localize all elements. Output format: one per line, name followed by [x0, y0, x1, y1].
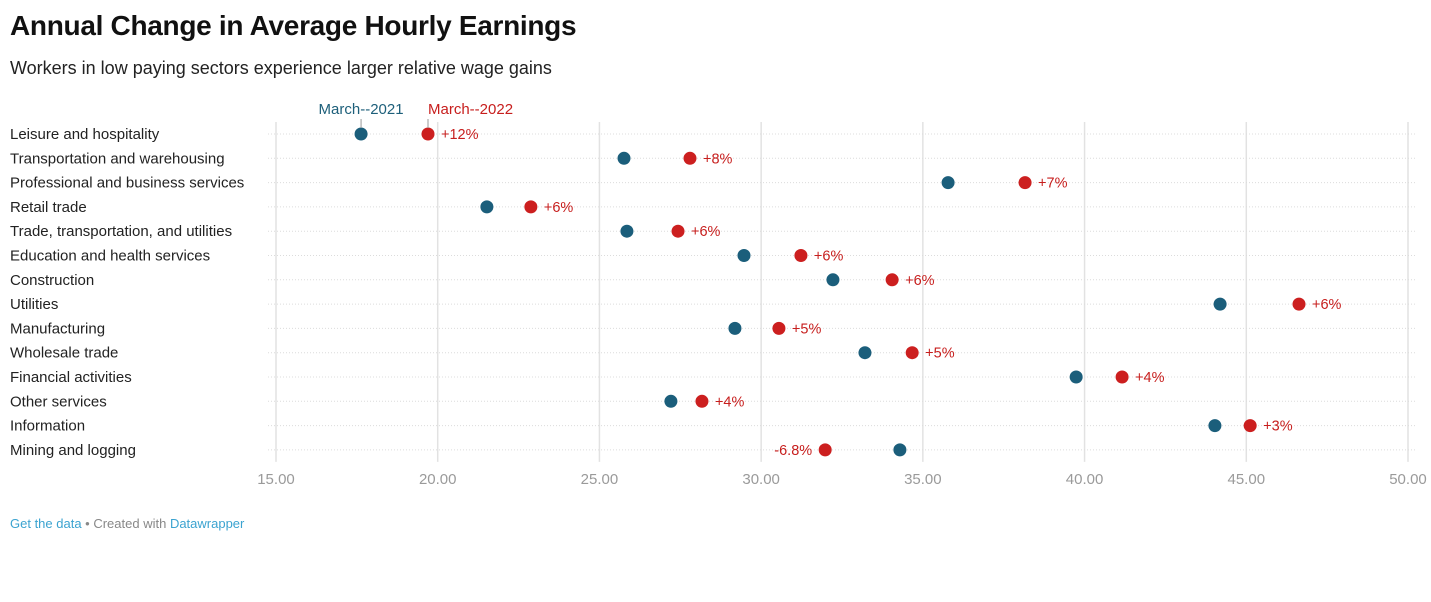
dot-2022 [1115, 370, 1129, 384]
row-label: Trade, transportation, and utilities [10, 223, 232, 240]
data-row: Leisure and hospitality +12% [10, 126, 1416, 143]
footer-separator: • Created with [81, 516, 170, 531]
dot-2021 [941, 176, 955, 190]
data-row: Financial activities +4% [10, 369, 1416, 386]
dot-2021 [617, 151, 631, 165]
dot-2021 [354, 127, 368, 141]
legend-label-2022: March--2022 [428, 101, 513, 118]
data-row: Transportation and warehousing +8% [10, 150, 1416, 167]
dot-2021 [480, 200, 494, 214]
data-row: Education and health services +6% [10, 248, 1416, 265]
row-label: Retail trade [10, 199, 87, 216]
dot-2022 [524, 200, 538, 214]
datawrapper-link[interactable]: Datawrapper [169, 516, 245, 531]
dot-2021 [826, 273, 840, 287]
change-label: +4% [715, 394, 745, 410]
dot-2021 [1213, 297, 1227, 311]
data-row: Wholesale trade +5% [10, 345, 1416, 362]
row-label: Professional and business services [10, 175, 244, 192]
data-row: Other services +4% [10, 393, 1416, 410]
dot-2022 [683, 151, 697, 165]
change-label: +5% [792, 321, 822, 337]
data-row: Retail trade +6% [10, 199, 1416, 216]
x-tick-label: 15.00 [257, 471, 295, 488]
row-label: Manufacturing [10, 320, 105, 337]
legend: March--2021 March--2022 [319, 101, 513, 128]
dot-range-chart: Leisure and hospitality +12% Transportatio… [10, 101, 1427, 488]
change-label: +5% [925, 346, 955, 362]
row-label: Utilities [10, 296, 58, 313]
dot-2022 [905, 346, 919, 360]
x-tick-label: 20.00 [419, 471, 457, 488]
change-label: +6% [814, 249, 844, 265]
dot-2022 [1292, 297, 1306, 311]
dot-2022 [818, 443, 832, 457]
row-label: Leisure and hospitality [10, 126, 160, 143]
data-row: Mining and logging -6.8% [10, 442, 1416, 459]
dot-2022 [421, 127, 435, 141]
dot-2022 [695, 394, 709, 408]
chart-subtitle: Workers in low paying sectors experience… [10, 58, 552, 78]
change-label: +6% [691, 224, 721, 240]
dot-2021 [893, 443, 907, 457]
footer: Get the data • Created with Datawrapper [10, 516, 244, 531]
row-label: Information [10, 418, 85, 435]
dot-2021 [728, 321, 742, 335]
x-tick-label: 25.00 [581, 471, 619, 488]
change-label: +6% [1312, 297, 1342, 313]
row-label: Mining and logging [10, 442, 136, 459]
rows-layer: Leisure and hospitality +12% Transportatio… [10, 126, 1416, 459]
data-row: Manufacturing +5% [10, 320, 1416, 337]
data-row: Construction +6% [10, 272, 1416, 289]
dot-2022 [1018, 176, 1032, 190]
row-label: Other services [10, 393, 107, 410]
change-label: +7% [1038, 176, 1068, 192]
x-tick-label: 45.00 [1228, 471, 1266, 488]
row-label: Transportation and warehousing [10, 150, 225, 167]
x-tick-label: 30.00 [742, 471, 780, 488]
grid-layer [275, 122, 1409, 462]
change-label: +6% [544, 200, 574, 216]
change-label: +4% [1135, 370, 1165, 386]
dot-2021 [737, 249, 751, 262]
get-data-link[interactable]: Get the data [10, 516, 82, 531]
legend-label-2021: March--2021 [319, 101, 404, 118]
change-label: +6% [905, 273, 935, 289]
dot-2021 [1208, 419, 1222, 433]
x-tick-label: 40.00 [1066, 471, 1104, 488]
row-label: Wholesale trade [10, 345, 118, 362]
change-label: +8% [703, 151, 733, 167]
dot-2021 [664, 394, 678, 408]
row-label: Construction [10, 272, 94, 289]
dot-2022 [885, 273, 899, 287]
data-row: Trade, transportation, and utilities +6% [10, 223, 1416, 240]
row-label: Financial activities [10, 369, 132, 386]
row-label: Education and health services [10, 248, 210, 265]
chart-title: Annual Change in Average Hourly Earnings [10, 10, 577, 41]
x-tick-label: 35.00 [904, 471, 942, 488]
x-tick-label: 50.00 [1389, 471, 1427, 488]
dot-2021 [620, 224, 634, 238]
dot-2022 [772, 321, 786, 335]
data-row: Information +3% [10, 418, 1416, 435]
dot-2022 [794, 249, 808, 262]
x-axis: 15.00 20.00 25.00 30.00 35.00 40.00 45.00 50.00 [257, 471, 1427, 488]
change-label: +3% [1263, 419, 1293, 435]
data-row: Professional and business services +7% [10, 175, 1416, 192]
data-row: Utilities +6% [10, 296, 1416, 313]
change-label: +12% [441, 127, 479, 143]
dot-2021 [1069, 370, 1083, 384]
dot-2022 [671, 224, 685, 238]
change-label: -6.8% [774, 443, 812, 459]
dot-2022 [1243, 419, 1257, 433]
dot-2021 [858, 346, 872, 360]
